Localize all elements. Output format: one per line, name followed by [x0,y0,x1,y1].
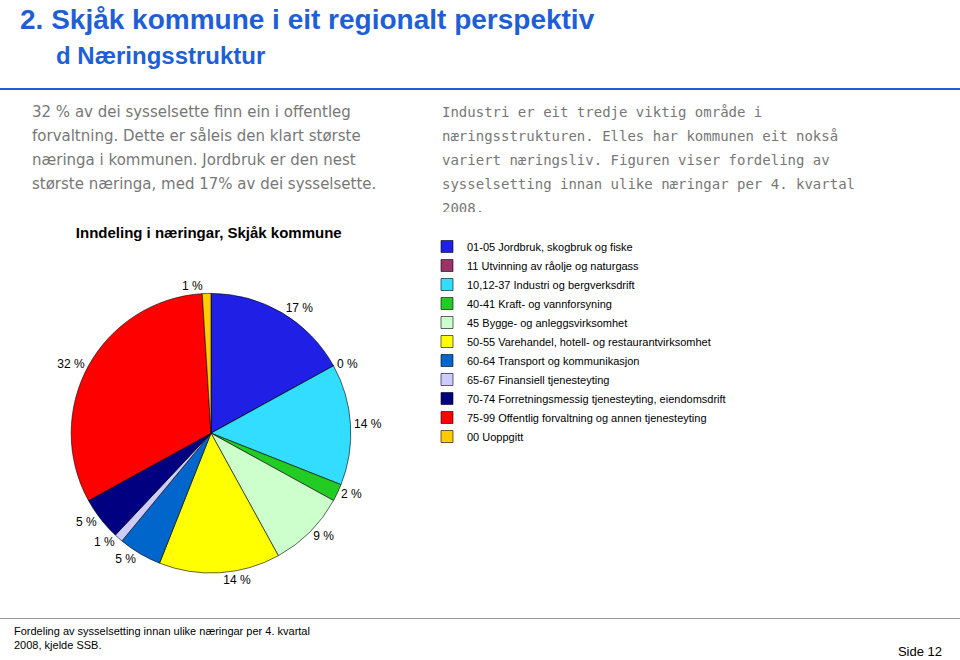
html-text:32 % av dei sysselsette finn e: 32 % av dei sysselsette finn ein i offen… [32,103,377,193]
svg-text:65-67 Finansiell tjenesteyting: 65-67 Finansiell tjenesteyting [467,374,609,386]
svg-text:01-05 Jordbruk, skogbruk og fi: 01-05 Jordbruk, skogbruk og fiske [467,241,633,253]
svg-text:1 %: 1 % [182,279,203,293]
html-text:Side 12: Side 12 [897,644,942,659]
svg-text:14 %: 14 % [354,417,382,431]
svg-text:1 %: 1 % [94,535,115,549]
svg-text:5 %: 5 % [76,515,97,529]
svg-text:60-64 Transport og kommunikasj: 60-64 Transport og kommunikasjon [467,355,639,367]
html-text:d Næringsstruktur: d Næringsstruktur [56,42,266,69]
svg-text:11 Utvinning av råolje og natu: 11 Utvinning av råolje og naturgass [467,260,639,272]
svg-text:32 %: 32 % [57,357,85,371]
svg-text:9 %: 9 % [313,529,334,543]
html-text:Fordeling av sysselsetting inn: Fordeling av sysselsetting innan ulike n… [14,625,310,651]
html-text:Industri er eit tredje viktig: Industri er eit tredje viktig område i n… [442,104,855,216]
svg-text:5 %: 5 % [115,552,136,566]
svg-text:50-55 Varehandel, hotell- og r: 50-55 Varehandel, hotell- og restaurantv… [467,336,711,348]
svg-text:17 %: 17 % [286,301,314,315]
svg-text:70-74 Forretningsmessig tjenes: 70-74 Forretningsmessig tjenesteyting, e… [467,393,726,405]
svg-text:00 Uoppgitt: 00 Uoppgitt [467,431,523,443]
svg-text:14 %: 14 % [223,573,251,587]
html-text:2. Skjåk kommune i eit regiona: 2. Skjåk kommune i eit regionalt perspek… [20,4,595,35]
svg-text:Inndeling i næringar, Skjåk ko: Inndeling i næringar, Skjåk kommune [76,224,342,241]
svg-text:40-41 Kraft- og vannforsyning: 40-41 Kraft- og vannforsyning [467,298,612,310]
svg-text:75-99 Offentlig forvaltning og: 75-99 Offentlig forvaltning og annen tje… [467,412,707,424]
svg-text:45 Bygge- og anleggsvirksomhet: 45 Bygge- og anleggsvirksomhet [467,317,627,329]
svg-text:2 %: 2 % [341,487,362,501]
svg-text:0 %: 0 % [337,357,358,371]
svg-text:10,12-37 Industri og bergverks: 10,12-37 Industri og bergverksdrift [467,279,635,291]
